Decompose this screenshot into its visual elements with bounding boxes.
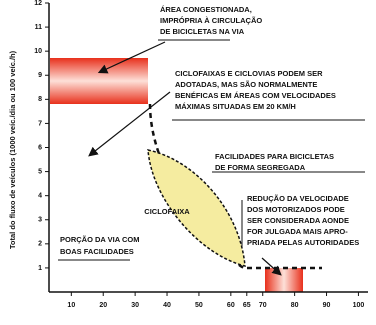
y-tick-label: 10 [34,48,42,55]
y-tick-label: 2 [38,241,42,248]
boundary-curve [148,103,322,270]
arrow [97,41,166,74]
x-tick-label: 30 [131,302,139,309]
annotation: FACILIDADES PARA BICICLETAS [215,152,334,161]
annotation: ADOTADAS, MAS SÃO NORMALMENTE [175,80,317,89]
y-tick-label: 7 [38,120,42,127]
x-tick-label: 20 [99,302,107,309]
annotation: BENÉFICAS EM ÁREAS COM VELOCIDADES [175,91,336,100]
x-tick-label: 10 [67,302,75,309]
x-tick-label: 60 [227,302,235,309]
y-tick-label: 5 [38,168,42,175]
y-tick-label: 1 [38,265,42,272]
x-tick-label: 40 [163,302,171,309]
x-tick-label: 50 [195,302,203,309]
speed-zone [265,268,303,292]
ciclofaixa-zone [147,149,246,267]
annotation: DE BICICLETAS NA VIA [160,27,245,36]
x-tick-label: 80 [291,302,299,309]
y-tick-label: 9 [38,72,42,79]
x-tick-label: 90 [323,302,331,309]
y-axis-label: Total do fluxo de veículos (1000 veíc./d… [8,50,17,249]
arrow [88,91,171,157]
annotation: BOAS FACILIDADES [60,247,134,256]
y-tick-label: 11 [35,24,43,31]
annotation: SER CONSIDERADA AONDE [247,216,349,225]
annotation: FOR JULGADA MAIS APRO- [247,227,348,236]
annotation: MÁXIMAS SITUADAS EM 20 KM/H [175,102,296,111]
x-tick-label: 65 [243,302,251,309]
y-tick-label: 12 [34,0,42,7]
y-tick-label: 4 [38,193,42,200]
annotation: DE FORMA SEGREGADA [215,163,306,172]
annotation: ÁREA CONGESTIONADA, [160,5,252,14]
annotation: PORÇÃO DA VIA COM [60,235,139,244]
annotation: DOS MOTORIZADOS PODE [247,205,345,214]
y-tick-label: 3 [38,217,42,224]
congested-zone [50,58,148,104]
y-tick-label: 6 [38,144,42,151]
annotation: PRIADA PELAS AUTORIDADES [247,238,359,247]
annotation: CICLOFAIXA [144,207,190,216]
arrow [261,257,282,276]
x-tick-label: 70 [259,302,267,309]
annotation: REDUÇÃO DA VELOCIDADE [247,194,349,203]
annotation: CICLOFAIXAS E CICLOVIAS PODEM SER [175,69,323,78]
x-tick-label: 100 [353,302,365,309]
y-tick-label: 8 [38,96,42,103]
annotation: IMPRÓPRIA À CIRCULAÇÃO [160,16,262,25]
